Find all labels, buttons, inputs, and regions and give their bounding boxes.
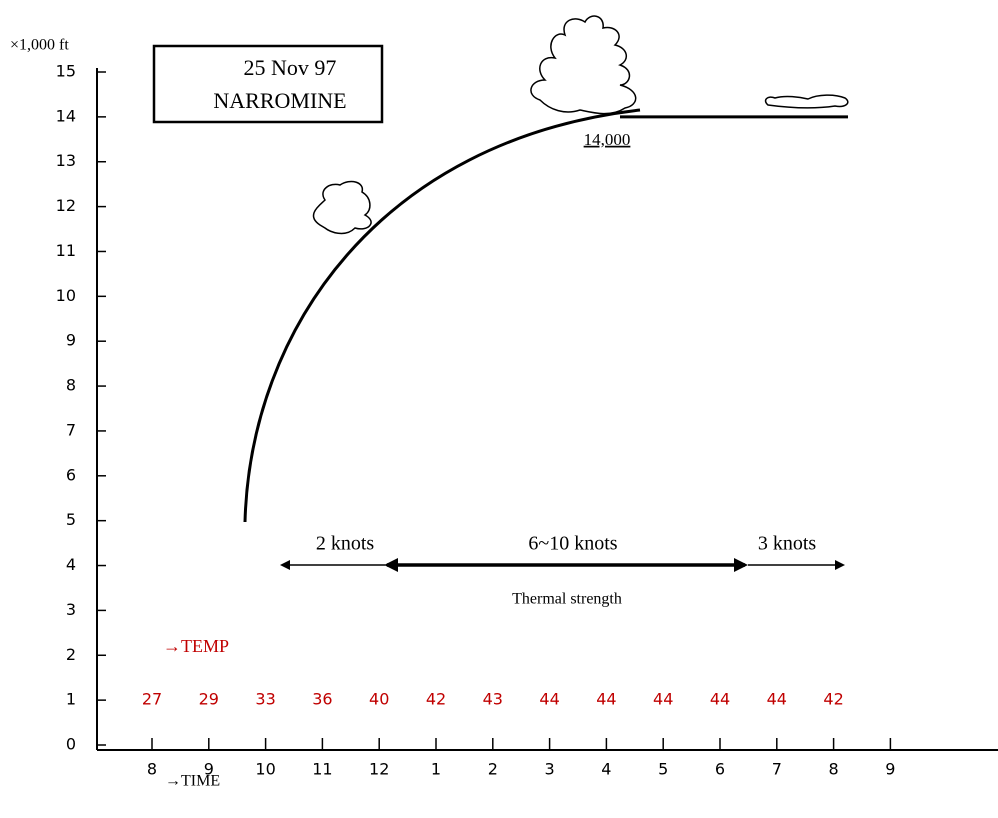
x-tick-label: 9 bbox=[204, 760, 214, 779]
chart-title: 25 Nov 97 bbox=[244, 55, 337, 80]
x-tick-label: 9 bbox=[885, 760, 895, 779]
y-tick-label: 5 bbox=[66, 510, 76, 529]
x-tick-label: 2 bbox=[488, 760, 498, 779]
y-tick-label: 12 bbox=[56, 196, 76, 215]
y-tick-label: 14 bbox=[56, 106, 76, 125]
x-tick-label: 12 bbox=[369, 760, 389, 779]
x-tick-label: 4 bbox=[601, 760, 611, 779]
y-tick-label: 9 bbox=[66, 331, 76, 350]
temperature-label: 43 bbox=[483, 690, 503, 709]
chart-subtitle: NARROMINE bbox=[213, 88, 346, 113]
y-tick-label: 3 bbox=[66, 600, 76, 619]
y-tick-label: 1 bbox=[66, 690, 76, 709]
temperature-label: 36 bbox=[312, 690, 332, 709]
y-tick-label: 10 bbox=[56, 286, 76, 305]
thermal-label: 2 knots bbox=[316, 533, 375, 555]
y-tick-label: 0 bbox=[66, 735, 76, 754]
temperature-label: 29 bbox=[199, 690, 219, 709]
x-tick-label: 3 bbox=[545, 760, 555, 779]
thermal-label: 6~10 knots bbox=[528, 533, 617, 555]
x-tick-label: 10 bbox=[255, 760, 275, 779]
x-tick-label: 5 bbox=[658, 760, 668, 779]
y-tick-label: 13 bbox=[56, 151, 76, 170]
x-tick-label: 6 bbox=[715, 760, 725, 779]
legend-label: →TEMP bbox=[163, 636, 229, 656]
y-tick-label: 7 bbox=[66, 420, 76, 439]
climb-curve bbox=[245, 110, 640, 522]
y-tick-label: 2 bbox=[66, 645, 76, 664]
x-tick-label: 1 bbox=[431, 760, 441, 779]
temperature-label: 33 bbox=[255, 690, 275, 709]
y-tick-label: 11 bbox=[56, 241, 76, 260]
temperature-label: 44 bbox=[710, 690, 730, 709]
x-tick-label: 7 bbox=[772, 760, 782, 779]
x-tick-label: 8 bbox=[147, 760, 157, 779]
x-tick-label: 11 bbox=[312, 760, 332, 779]
y-tick-label: 6 bbox=[66, 465, 76, 484]
chart: ×1,000 ft →TIME 25 Nov 97 NARROMINE 2 kn… bbox=[0, 0, 998, 818]
y-axis-label: ×1,000 ft bbox=[10, 37, 69, 54]
ceiling-label: 14,000 bbox=[584, 130, 631, 149]
temperature-label: 42 bbox=[426, 690, 446, 709]
temperature-label: 27 bbox=[142, 690, 162, 709]
temperature-label: 40 bbox=[369, 690, 389, 709]
temperature-label: 44 bbox=[539, 690, 559, 709]
temperature-label: 42 bbox=[823, 690, 843, 709]
temperature-label: 44 bbox=[653, 690, 673, 709]
cloud bbox=[314, 181, 372, 233]
temperature-label: 44 bbox=[596, 690, 616, 709]
cloud bbox=[766, 95, 848, 108]
temperature-label: 44 bbox=[767, 690, 787, 709]
thermal-label: 3 knots bbox=[758, 533, 817, 555]
y-tick-label: 8 bbox=[66, 376, 76, 395]
thermal-caption: Thermal strength bbox=[512, 591, 622, 608]
cloud bbox=[531, 16, 636, 114]
x-tick-label: 8 bbox=[829, 760, 839, 779]
y-tick-label: 4 bbox=[66, 555, 76, 574]
y-tick-label: 15 bbox=[56, 62, 76, 81]
